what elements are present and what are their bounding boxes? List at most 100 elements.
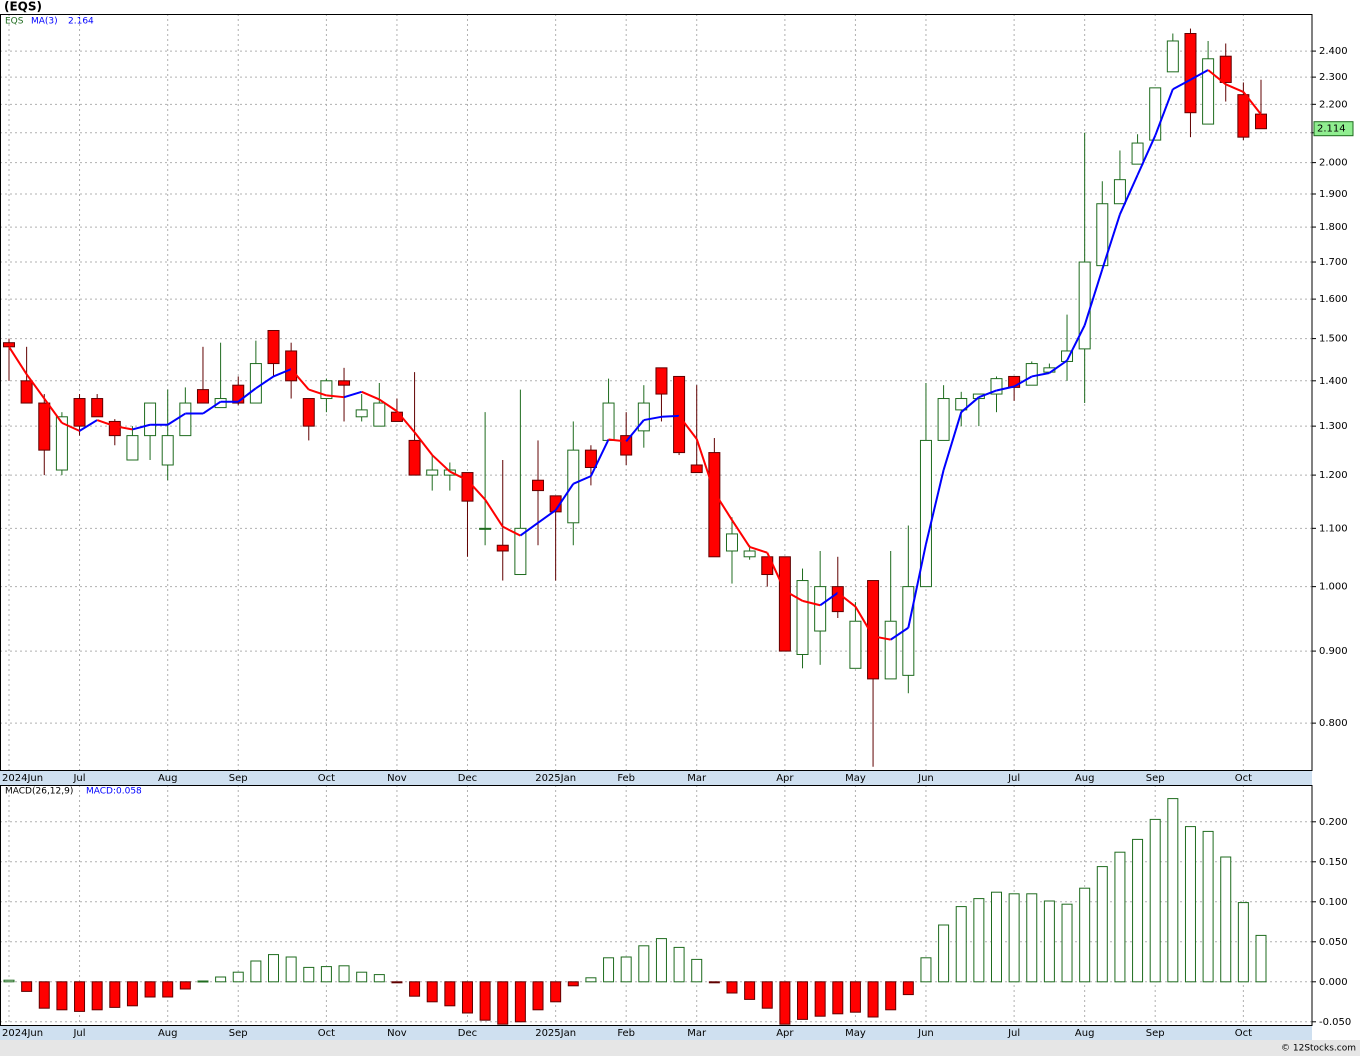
macd-bar xyxy=(1026,893,1038,983)
ma-segment xyxy=(1225,83,1244,93)
macd-bar xyxy=(232,971,244,983)
candle-body xyxy=(1078,261,1091,350)
ma-segment xyxy=(326,394,345,399)
ma-segment xyxy=(661,414,680,418)
candle-body xyxy=(144,402,157,437)
y-tick-label: 1.500 xyxy=(1319,334,1348,345)
macd-bar xyxy=(303,966,315,983)
macd-bar xyxy=(567,981,579,987)
y-tick-label: 0.200 xyxy=(1319,817,1348,828)
macd-bar xyxy=(514,981,526,1023)
x-tick-label: 2025Jan xyxy=(535,1028,576,1039)
macd-bar xyxy=(691,958,703,983)
x-tick-label: Jul xyxy=(1007,1028,1020,1039)
y-tick-label: 2.400 xyxy=(1319,46,1348,57)
x-tick-label: 2024Jun xyxy=(2,1028,43,1039)
candle-body xyxy=(867,580,880,680)
x-tick-label: May xyxy=(845,1028,866,1039)
ma-segment xyxy=(431,454,451,473)
chart-title: (EQS) xyxy=(4,0,42,14)
x-tick-label: Jun xyxy=(917,1028,934,1039)
ma-segment xyxy=(854,606,874,637)
macd-bar xyxy=(409,981,421,997)
macd-bar xyxy=(708,981,720,984)
y-tick-label: 1.600 xyxy=(1319,294,1348,305)
macd-bar xyxy=(38,981,50,1009)
candle-body xyxy=(620,435,633,456)
ma-segment xyxy=(1207,69,1227,86)
ma-segment xyxy=(502,525,521,537)
ma-segment xyxy=(1083,268,1104,326)
candle-body xyxy=(814,586,827,632)
candle-body xyxy=(637,402,650,432)
ma-segment xyxy=(61,421,80,432)
ma-segment xyxy=(924,469,945,545)
macd-bar xyxy=(285,956,297,983)
date-strip xyxy=(0,770,1312,785)
candle-body xyxy=(990,378,1003,395)
x-tick-label: Sep xyxy=(1146,773,1165,784)
ma-segment xyxy=(837,591,857,608)
ma-segment xyxy=(572,475,592,485)
ma-segment xyxy=(819,591,839,607)
x-tick-label: Aug xyxy=(1075,773,1095,784)
candle-body xyxy=(126,435,139,461)
macd-bar xyxy=(797,981,809,1020)
macd-bar xyxy=(268,954,280,983)
x-tick-label: Jun xyxy=(917,773,934,784)
candle-body xyxy=(743,550,756,558)
candle-body xyxy=(532,479,545,492)
macd-bar xyxy=(1114,851,1126,983)
macd-bar xyxy=(1167,798,1179,983)
candle-body xyxy=(285,350,298,382)
ma-segment xyxy=(25,373,46,400)
candle-body xyxy=(496,544,509,552)
macd-bar xyxy=(197,980,209,983)
candle-body xyxy=(479,527,492,530)
candle-body xyxy=(1025,363,1038,386)
candle-body xyxy=(3,342,15,348)
candle-body xyxy=(1131,142,1144,165)
ma-segment xyxy=(96,419,116,428)
macd-bar xyxy=(356,971,368,983)
candle-body xyxy=(232,384,245,404)
y-tick-label: -0.050 xyxy=(1319,1017,1351,1028)
ma-segment xyxy=(766,552,786,592)
macd-bar xyxy=(532,981,544,1011)
ma-segment xyxy=(1189,69,1209,81)
ma-segment xyxy=(237,387,257,403)
ma-segment xyxy=(907,543,927,628)
macd-bar xyxy=(550,981,562,1003)
candle-body xyxy=(267,329,280,365)
macd-bar xyxy=(74,981,86,1012)
macd-bar xyxy=(444,981,456,1007)
macd-bar xyxy=(990,891,1002,983)
candle-body xyxy=(55,416,68,471)
ma-segment xyxy=(290,368,310,391)
x-tick-label: May xyxy=(845,773,866,784)
x-tick-label: 2024Jun xyxy=(2,773,43,784)
macd-bar xyxy=(938,924,950,983)
candle-body xyxy=(1149,87,1162,141)
macd-bar xyxy=(162,981,174,998)
macd-bar xyxy=(1220,856,1232,983)
candle-body xyxy=(1166,40,1179,73)
candle-body xyxy=(778,556,791,652)
candle-body xyxy=(1202,58,1215,125)
ma-segment xyxy=(996,385,1015,392)
ma-segment xyxy=(484,498,504,528)
candle-body xyxy=(884,620,897,680)
candle-body xyxy=(161,435,174,466)
ma-segment xyxy=(202,400,222,415)
ma-segment xyxy=(343,390,362,399)
x-tick-label: Sep xyxy=(229,773,248,784)
candle-body xyxy=(690,464,703,474)
macd-bar xyxy=(479,981,491,1021)
ma-segment xyxy=(308,388,327,397)
candle-body xyxy=(1113,179,1126,205)
candle-body xyxy=(673,375,686,454)
candle-body xyxy=(1219,55,1232,83)
candle-body xyxy=(602,402,615,441)
macd-bar xyxy=(426,981,438,1003)
x-tick-label: Feb xyxy=(617,773,635,784)
